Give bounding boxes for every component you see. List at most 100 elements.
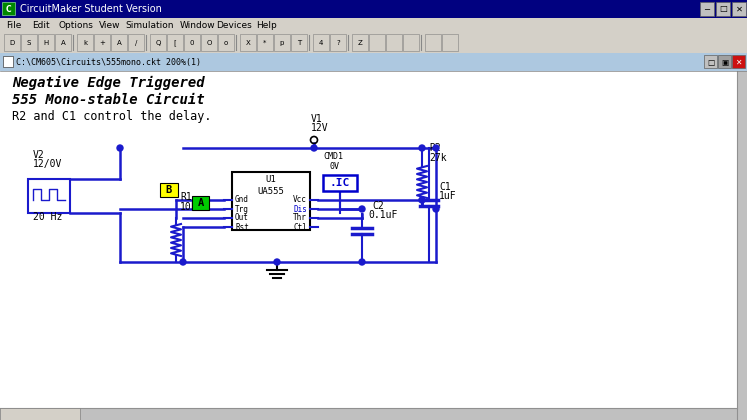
Text: .IC: .IC bbox=[330, 178, 350, 188]
Text: /: / bbox=[134, 40, 137, 46]
Bar bbox=[4, 34, 20, 51]
Circle shape bbox=[433, 206, 439, 212]
Text: A: A bbox=[117, 40, 121, 46]
Text: Rst: Rst bbox=[235, 223, 249, 231]
Bar bbox=[0, 71, 737, 420]
Text: k: k bbox=[83, 40, 87, 46]
Text: T: T bbox=[297, 40, 301, 46]
Text: Out: Out bbox=[235, 213, 249, 223]
Text: ✕: ✕ bbox=[736, 5, 743, 13]
Bar bbox=[425, 34, 441, 51]
Bar bbox=[0, 408, 737, 420]
Text: X: X bbox=[246, 40, 250, 46]
Bar bbox=[38, 34, 54, 51]
Bar bbox=[94, 34, 110, 51]
Circle shape bbox=[117, 145, 123, 151]
Text: O: O bbox=[206, 40, 211, 46]
Text: A: A bbox=[197, 198, 204, 208]
Text: Z: Z bbox=[358, 40, 362, 46]
Text: ?: ? bbox=[336, 40, 340, 46]
Bar bbox=[192, 196, 209, 210]
Text: Simulation: Simulation bbox=[125, 21, 174, 30]
Bar bbox=[184, 34, 200, 51]
Text: U1: U1 bbox=[266, 176, 276, 184]
Text: C1: C1 bbox=[439, 182, 450, 192]
Bar bbox=[291, 34, 307, 51]
Bar bbox=[0, 0, 747, 18]
Text: C:\CM605\Circuits\555mono.ckt 200%(1): C:\CM605\Circuits\555mono.ckt 200%(1) bbox=[16, 58, 201, 66]
Bar bbox=[704, 55, 717, 68]
Text: 0V: 0V bbox=[329, 162, 339, 171]
Bar bbox=[218, 34, 234, 51]
Text: Window: Window bbox=[180, 21, 216, 30]
Text: R2 and C1 control the delay.: R2 and C1 control the delay. bbox=[12, 110, 211, 123]
Text: C: C bbox=[6, 5, 11, 13]
Text: Trg: Trg bbox=[235, 205, 249, 213]
Text: UA555: UA555 bbox=[258, 186, 285, 195]
Text: □: □ bbox=[707, 58, 714, 66]
Bar bbox=[2, 2, 15, 15]
Text: B: B bbox=[166, 185, 172, 195]
Bar bbox=[0, 18, 747, 33]
Text: File: File bbox=[6, 21, 22, 30]
Text: CircuitMaker Student Version: CircuitMaker Student Version bbox=[20, 4, 162, 14]
Text: C2: C2 bbox=[372, 201, 384, 211]
Circle shape bbox=[180, 259, 186, 265]
Text: ─: ─ bbox=[704, 5, 710, 13]
Text: 27k: 27k bbox=[429, 153, 447, 163]
Bar bbox=[257, 34, 273, 51]
Text: Options: Options bbox=[58, 21, 93, 30]
Bar bbox=[201, 34, 217, 51]
Bar bbox=[700, 2, 714, 16]
Bar bbox=[386, 34, 402, 51]
Bar bbox=[313, 34, 329, 51]
Bar bbox=[111, 34, 127, 51]
Text: 0: 0 bbox=[190, 40, 194, 46]
Text: A: A bbox=[61, 40, 66, 46]
Bar bbox=[77, 34, 93, 51]
Bar bbox=[403, 34, 419, 51]
Bar bbox=[3, 56, 13, 67]
Text: V1: V1 bbox=[311, 114, 323, 124]
Text: V2: V2 bbox=[33, 150, 45, 160]
Bar bbox=[160, 183, 178, 197]
Circle shape bbox=[359, 206, 365, 212]
Text: 1uF: 1uF bbox=[439, 191, 456, 201]
Text: 10k: 10k bbox=[180, 202, 198, 212]
Text: 12/0V: 12/0V bbox=[33, 159, 63, 169]
Text: ✕: ✕ bbox=[735, 58, 742, 66]
Circle shape bbox=[419, 145, 425, 151]
Text: Dis: Dis bbox=[293, 205, 307, 213]
Text: Vcc: Vcc bbox=[293, 195, 307, 205]
Text: Ctl: Ctl bbox=[293, 223, 307, 231]
Circle shape bbox=[359, 259, 365, 265]
Text: S: S bbox=[27, 40, 31, 46]
Text: *: * bbox=[263, 40, 267, 46]
Bar bbox=[352, 34, 368, 51]
Text: Q: Q bbox=[155, 40, 161, 46]
Bar bbox=[369, 34, 385, 51]
Text: Devices: Devices bbox=[216, 21, 252, 30]
Circle shape bbox=[419, 197, 425, 203]
Bar bbox=[240, 34, 256, 51]
Text: H: H bbox=[43, 40, 49, 46]
Bar bbox=[442, 34, 458, 51]
Bar bbox=[55, 34, 71, 51]
Circle shape bbox=[311, 145, 317, 151]
Text: +: + bbox=[99, 40, 105, 46]
Bar bbox=[150, 34, 166, 51]
Text: 20 Hz: 20 Hz bbox=[33, 212, 63, 222]
Text: D: D bbox=[10, 40, 15, 46]
Text: p: p bbox=[280, 40, 284, 46]
Bar bbox=[167, 34, 183, 51]
Text: View: View bbox=[99, 21, 120, 30]
Bar bbox=[323, 175, 357, 191]
Text: R2: R2 bbox=[429, 143, 441, 153]
Bar bbox=[0, 33, 747, 53]
Bar bbox=[232, 172, 310, 230]
Text: 555 Mono-stable Circuit: 555 Mono-stable Circuit bbox=[12, 93, 205, 107]
Bar bbox=[737, 71, 747, 420]
Text: Thr: Thr bbox=[293, 213, 307, 223]
Text: ▣: ▣ bbox=[721, 58, 728, 66]
Bar bbox=[128, 34, 144, 51]
